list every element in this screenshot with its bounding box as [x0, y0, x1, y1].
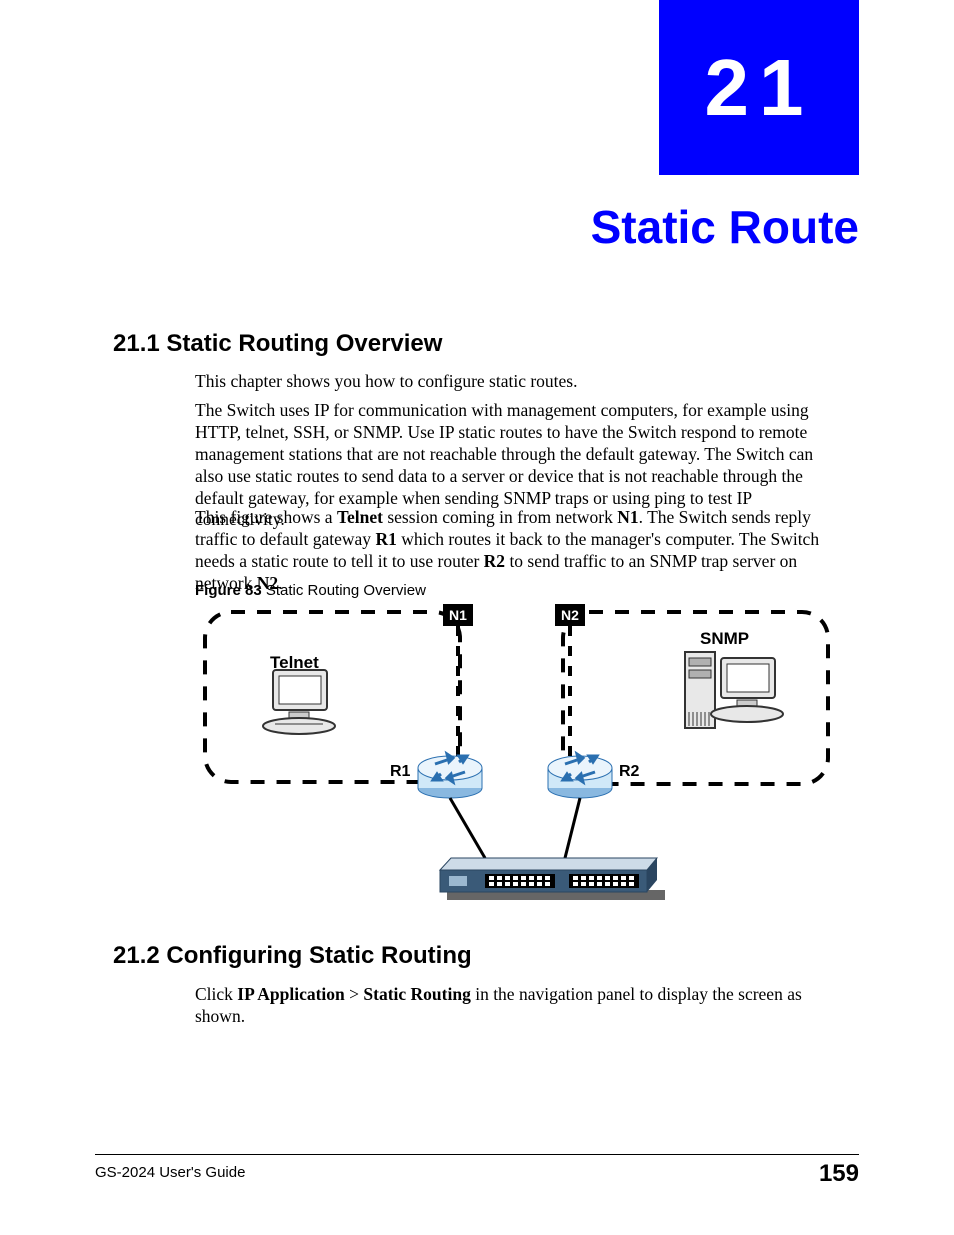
para-1: This chapter shows you how to configure … — [195, 371, 843, 393]
figure-caption: Figure 83 Static Routing Overview — [195, 582, 426, 599]
router-r1-icon — [418, 754, 482, 798]
snmp-label: SNMP — [700, 629, 749, 648]
footer-rule — [95, 1154, 859, 1155]
switch-icon — [440, 858, 665, 900]
r2-label: R2 — [619, 763, 640, 780]
chapter-number-box: 21 — [659, 0, 859, 175]
figure-label-bold: Figure 83 — [195, 582, 262, 599]
network-n1-box — [205, 612, 460, 782]
r1-label: R1 — [390, 763, 411, 780]
figure-label-rest: Static Routing Overview — [262, 582, 426, 599]
r1-to-switch-link — [450, 798, 485, 858]
r2-to-switch-link — [565, 798, 580, 858]
router-r2-icon — [548, 754, 612, 798]
section-heading-2: 21.2 Configuring Static Routing — [113, 942, 472, 970]
para-4: Click IP Application > Static Routing in… — [195, 984, 843, 1028]
snmp-server-icon — [685, 652, 783, 728]
svg-text:N1: N1 — [449, 607, 467, 623]
figure-83-diagram: N1 N2 Telnet SNMP — [195, 600, 843, 910]
footer-page-number: 159 — [819, 1160, 859, 1188]
n2-badge: N2 — [555, 604, 585, 626]
section-heading-1: 21.1 Static Routing Overview — [113, 330, 442, 358]
footer-guide-name: GS-2024 User's Guide — [95, 1164, 245, 1181]
chapter-title: Static Route — [591, 200, 859, 254]
telnet-pc-icon — [263, 670, 335, 734]
n1-badge: N1 — [443, 604, 473, 626]
svg-text:N2: N2 — [561, 607, 579, 623]
